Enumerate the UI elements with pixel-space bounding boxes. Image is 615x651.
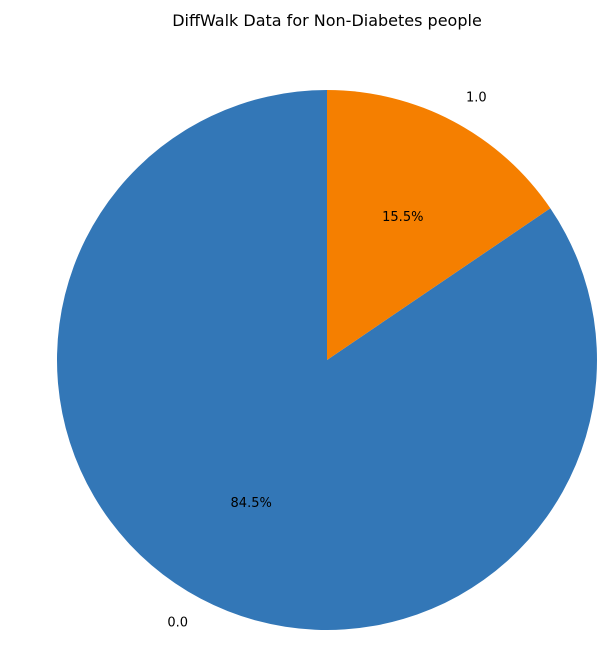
pie-slice-0-0 bbox=[57, 90, 598, 630]
pie-slice-1-0 bbox=[327, 90, 551, 360]
pct-label-0-0: 84.5% bbox=[231, 496, 272, 511]
slice-label-1-0: 1.0 bbox=[466, 91, 487, 106]
chart-title: DiffWalk Data for Non-Diabetes people bbox=[172, 11, 482, 30]
pie-slices bbox=[57, 90, 598, 630]
pct-label-1-0: 15.5% bbox=[382, 210, 423, 225]
pie-labels: 0.0 84.5% 1.0 15.5% bbox=[167, 91, 486, 631]
slice-label-0-0: 0.0 bbox=[167, 615, 188, 630]
